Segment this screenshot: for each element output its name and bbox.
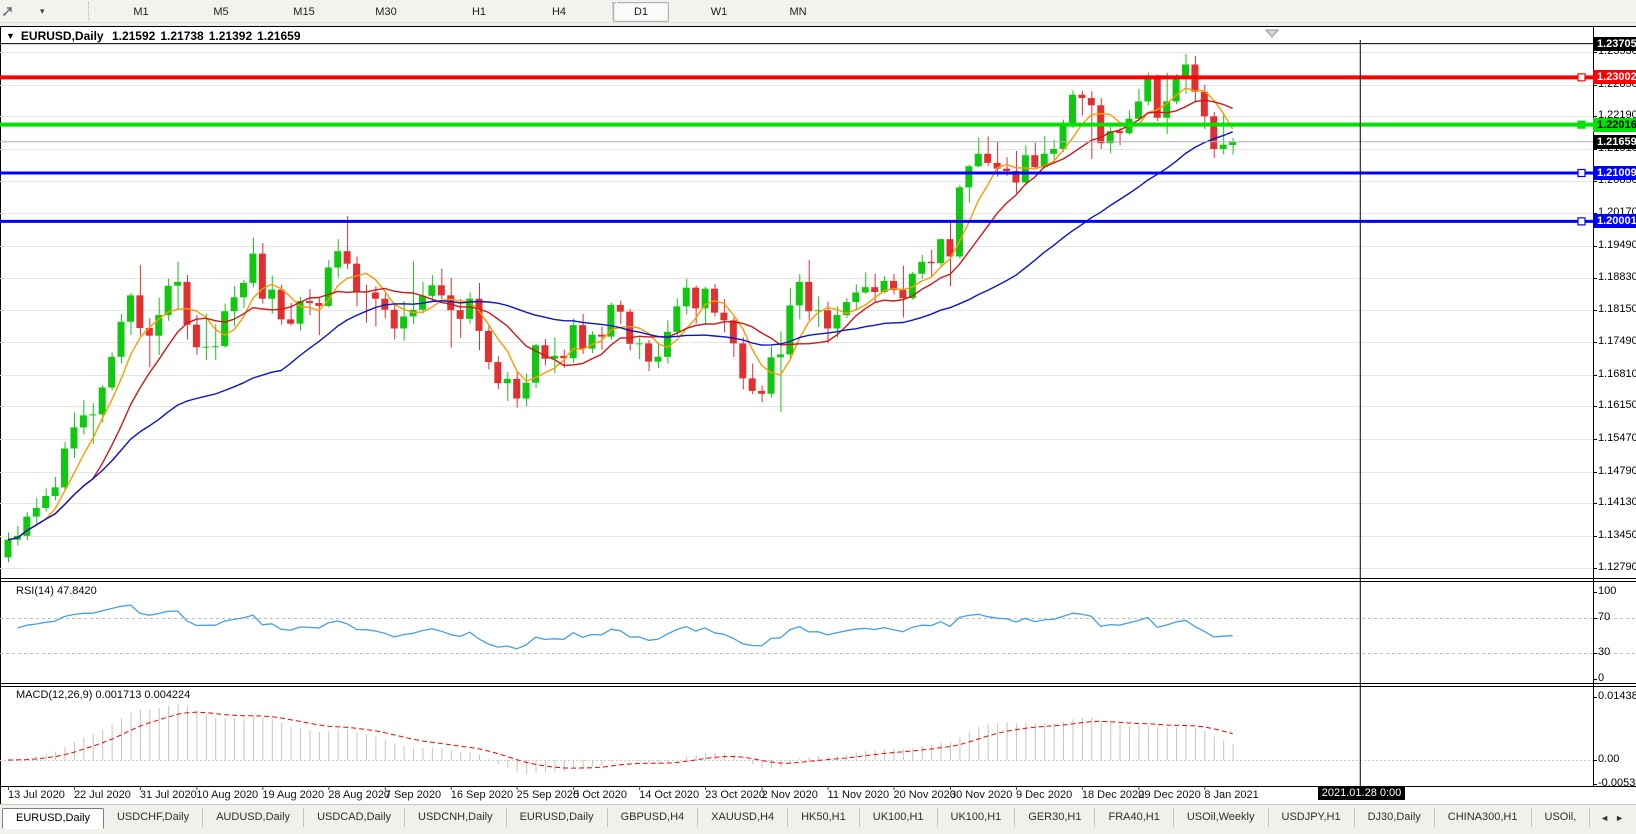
macd-tick-label: 0.00 (1598, 753, 1620, 765)
toolbar-separator (88, 2, 93, 20)
macd-tick-label: -0.005396 (1598, 776, 1636, 789)
date-tick-label: 22 Jul 2020 (73, 789, 131, 801)
hline-price-badge: 1.20001 (1593, 214, 1636, 229)
timeframe-button-W1[interactable]: W1 (710, 6, 728, 18)
ohlc-high: 1.21738 (160, 29, 204, 43)
current-price-badge: 1.21659 (1593, 134, 1636, 149)
chart-tab-uk100-h1[interactable]: UK100,H1 (938, 808, 1016, 827)
timeframe-button-M30[interactable]: M30 (375, 6, 397, 18)
chart-tab-usdchf-daily[interactable]: USDCHF,Daily (104, 808, 204, 827)
macd-tick-label: 0.014384 (1598, 689, 1636, 702)
timeframe-button-M15[interactable]: M15 (293, 6, 315, 18)
price-tick-label: 1.18830 (1598, 270, 1636, 283)
date-tick-label: 8 Jan 2021 (1204, 789, 1259, 801)
vline-time-badge: 2021.01.28 0:00 (1317, 787, 1406, 800)
chevron-down-icon[interactable]: ▾ (40, 6, 45, 16)
price-tick-label: 1.17490 (1598, 334, 1636, 347)
price-tick-label: 1.16150 (1598, 399, 1636, 412)
price-tick-label: 1.12790 (1598, 560, 1636, 573)
hline-price-badge: 1.21009 (1593, 166, 1636, 180)
date-tick-label: 29 Dec 2020 (1138, 789, 1201, 801)
rsi-tick-label: 70 (1598, 611, 1611, 624)
price-tick-label: 1.16810 (1598, 367, 1636, 380)
timeframe-button-M5[interactable]: M5 (213, 6, 229, 18)
timeframe-button-M1[interactable]: M1 (133, 6, 149, 18)
crosshair-cursor-icon[interactable] (2, 3, 20, 19)
price-tick-label: 1.15470 (1598, 431, 1636, 444)
ohlc-close: 1.21659 (257, 29, 301, 43)
price-tick-label: 1.13450 (1598, 528, 1636, 541)
tab-scroll-right-icon[interactable]: ► (1615, 813, 1630, 823)
chart-tab-uk100-h1[interactable]: UK100,H1 (860, 808, 938, 827)
timeframe-button-H4[interactable]: H4 (551, 6, 567, 18)
date-tick-label: 2 Nov 2020 (761, 789, 818, 801)
rsi-tick-label: 100 (1598, 585, 1617, 597)
chart-tab-xauusd-h4[interactable]: XAUUSD,H4 (698, 808, 789, 827)
chart-tab-bar: EURUSD,Daily USDCHF,Daily AUDUSD,Daily USDC… (0, 804, 1636, 834)
chart-tab-usdcad-daily[interactable]: USDCAD,Daily (304, 808, 406, 827)
period-toolbar: ▾ M1 M5 M15 M30 H1 H4 D1 W1 MN (0, 0, 1636, 23)
chart-tab-hk50-h1[interactable]: HK50,H1 (788, 808, 860, 827)
hline-price-badge: 1.23705 (1593, 36, 1636, 51)
macd-indicator-label: MACD(12,26,9) 0.001713 0.004224 (16, 689, 191, 701)
date-tick-label: 19 Aug 2020 (262, 789, 325, 801)
date-tick-label: 28 Aug 2020 (328, 789, 391, 801)
chart-window (0, 26, 1636, 805)
date-tick-label: 7 Sep 2020 (384, 789, 442, 801)
collapse-icon[interactable]: ▼ (6, 31, 15, 41)
date-tick-label: 23 Oct 2020 (705, 789, 766, 801)
date-tick-label: 11 Nov 2020 (827, 789, 890, 801)
rsi-indicator-label: RSI(14) 47.8420 (16, 585, 97, 597)
toolbar-separator (612, 2, 617, 20)
date-tick-label: 10 Aug 2020 (196, 789, 259, 801)
rsi-tick-label: 0 (1598, 672, 1605, 684)
price-tick-label: 1.18150 (1598, 303, 1636, 316)
ohlc-open: 1.21592 (111, 29, 156, 43)
date-tick-label: 30 Nov 2020 (950, 789, 1013, 801)
date-tick-label: 16 Sep 2020 (450, 789, 514, 801)
chart-symbol-label: EURUSD,Daily (20, 29, 104, 43)
hline-price-badge: 1.23002 (1593, 70, 1636, 85)
date-tick-label: 9 Dec 2020 (1015, 789, 1073, 801)
date-tick-label: 13 Jul 2020 (8, 789, 65, 801)
date-tick-label: 5 Oct 2020 (573, 789, 628, 801)
timeframe-button-D1[interactable]: D1 (613, 2, 669, 22)
chart-tab-eurusd-daily[interactable]: EURUSD,Daily (507, 808, 608, 827)
chart-tab-eurusd-daily[interactable]: EURUSD,Daily (2, 808, 104, 829)
date-tick-label: 25 Sep 2020 (516, 789, 580, 801)
chart-tab-dj30-daily[interactable]: DJ30,Daily (1355, 808, 1435, 827)
chart-tab-usoil-weekly[interactable]: USOil,Weekly (1174, 808, 1269, 827)
tab-scroll-left-icon[interactable]: ◄ (1600, 813, 1616, 823)
price-tick-label: 1.14790 (1598, 464, 1636, 477)
chart-tab-usoil-[interactable]: USOil, (1532, 808, 1591, 827)
date-tick-label: 20 Nov 2020 (893, 789, 956, 801)
timeframe-button-H1[interactable]: H1 (471, 6, 487, 18)
hline-price-badge: 1.22016 (1593, 117, 1636, 132)
timeframe-button-MN[interactable]: MN (789, 6, 807, 18)
date-tick-label: 14 Oct 2020 (639, 789, 700, 801)
date-tick-label: 31 Jul 2020 (139, 789, 197, 801)
chart-title-bar: ▼ EURUSD,Daily 1.21592 1.21738 1.21392 1.216… (6, 29, 306, 43)
chart-tab-fra40-h1[interactable]: FRA40,H1 (1095, 808, 1174, 827)
chart-tab-usdjpy-h1[interactable]: USDJPY,H1 (1269, 808, 1355, 827)
date-tick-label: 18 Dec 2020 (1081, 789, 1145, 801)
chart-tab-gbpusd-h4[interactable]: GBPUSD,H4 (608, 808, 699, 827)
price-tick-label: 1.19490 (1598, 238, 1636, 251)
price-tick-label: 1.14130 (1598, 496, 1636, 509)
chart-tab-audusd-daily[interactable]: AUDUSD,Daily (203, 808, 305, 827)
chart-tab-china300-h1[interactable]: CHINA300,H1 (1435, 808, 1532, 827)
chart-tab-ger30-h1[interactable]: GER30,H1 (1015, 808, 1096, 827)
ohlc-low: 1.21392 (208, 29, 253, 43)
rsi-tick-label: 30 (1598, 645, 1611, 658)
chart-tab-usdcnh-daily[interactable]: USDCNH,Daily (405, 808, 507, 827)
